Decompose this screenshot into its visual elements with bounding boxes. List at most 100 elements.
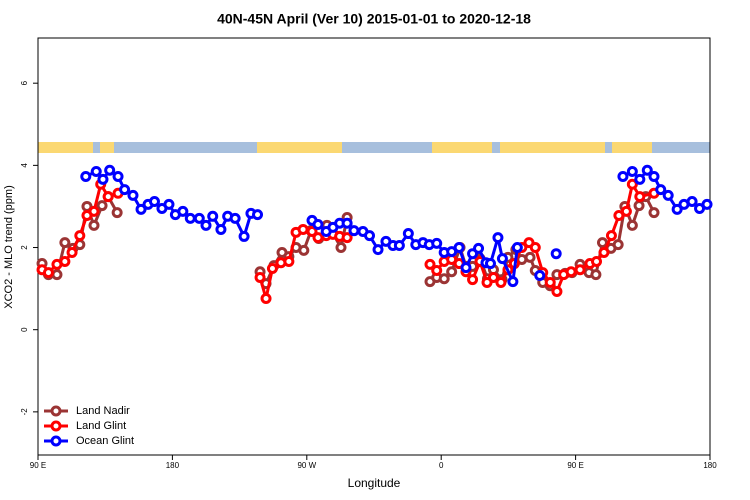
data-point (626, 166, 638, 178)
x-tick-label: 180 (703, 461, 717, 470)
y-tick-label: 6 (20, 80, 29, 85)
data-point (431, 237, 443, 249)
data-point (620, 205, 632, 217)
data-point (59, 255, 71, 267)
data-point (633, 200, 645, 212)
data-point (529, 242, 541, 254)
data-point (102, 191, 114, 203)
data-point (135, 203, 147, 215)
data-point (112, 170, 124, 182)
data-point (88, 205, 100, 217)
data-point (341, 232, 353, 244)
data-point (496, 253, 508, 265)
data-point (90, 166, 102, 178)
land-strip (257, 142, 342, 153)
data-point (544, 276, 556, 288)
data-point (438, 273, 450, 285)
data-point (574, 264, 586, 276)
data-point (634, 173, 646, 185)
data-point (74, 230, 86, 242)
data-point (605, 230, 617, 242)
data-point (193, 212, 205, 224)
data-point (96, 200, 108, 212)
data-point (42, 267, 54, 279)
data-point (215, 223, 227, 235)
data-point (119, 184, 131, 196)
data-point (626, 178, 638, 190)
data-point (551, 285, 563, 297)
y-tick-label: 2 (20, 245, 29, 250)
data-point (565, 266, 577, 278)
y-axis-label: XCO2 - MLO trend (ppm) (3, 185, 15, 308)
data-point (59, 237, 71, 249)
data-point (511, 242, 523, 254)
land-strip (432, 142, 492, 153)
data-point (671, 203, 683, 215)
data-point (148, 196, 160, 208)
data-point (655, 184, 667, 196)
data-point (51, 269, 63, 281)
data-point (524, 251, 536, 263)
data-point (312, 219, 324, 231)
data-point (238, 230, 250, 242)
data-point (254, 272, 266, 284)
data-point (612, 239, 624, 251)
x-tick-label: 90 E (567, 461, 583, 470)
data-point (402, 228, 414, 240)
legend-label: Land Nadir (76, 405, 130, 417)
data-point (431, 265, 443, 277)
data-point (473, 242, 485, 254)
data-point (641, 164, 653, 176)
data-point (460, 262, 472, 274)
data-point (266, 262, 278, 274)
data-point (453, 242, 465, 254)
data-point (97, 173, 109, 185)
y-tick-label: 0 (20, 327, 29, 332)
data-point (283, 255, 295, 267)
data-point (598, 246, 610, 258)
land-strip (38, 142, 93, 153)
data-point (492, 232, 504, 244)
x-tick-label: 0 (439, 461, 444, 470)
data-point (372, 244, 384, 256)
data-point (626, 219, 638, 231)
data-point (424, 258, 436, 270)
data-point (662, 189, 674, 201)
legend-label: Land Glint (76, 420, 126, 432)
land-strip (612, 142, 652, 153)
data-point (66, 246, 78, 258)
data-point (634, 191, 646, 203)
data-point (364, 230, 376, 242)
legend-marker (50, 435, 62, 447)
plot-frame (37, 37, 711, 456)
data-point (487, 272, 499, 284)
data-point (88, 219, 100, 231)
data-point (534, 269, 546, 281)
data-point (127, 189, 139, 201)
data-point (260, 292, 272, 304)
ocean-strip (38, 142, 710, 153)
data-point (177, 205, 189, 217)
land-strip (100, 142, 114, 153)
data-point (617, 170, 629, 182)
legend-marker (50, 420, 62, 432)
data-point (306, 226, 318, 238)
data-point (297, 223, 309, 235)
land-strip (500, 142, 605, 153)
data-point (701, 198, 713, 210)
data-point (467, 274, 479, 286)
data-point (335, 242, 347, 254)
data-point (200, 219, 212, 231)
y-tick-label: 4 (20, 163, 29, 168)
legend-marker (50, 405, 62, 417)
data-point (591, 255, 603, 267)
data-point (298, 244, 310, 256)
data-point (484, 258, 496, 270)
data-point (596, 237, 608, 249)
legend-label: Ocean Glint (76, 435, 134, 447)
data-point (393, 239, 405, 251)
data-point (495, 276, 507, 288)
x-axis-label: Longitude (348, 476, 401, 490)
land-mask-strip (38, 142, 710, 153)
